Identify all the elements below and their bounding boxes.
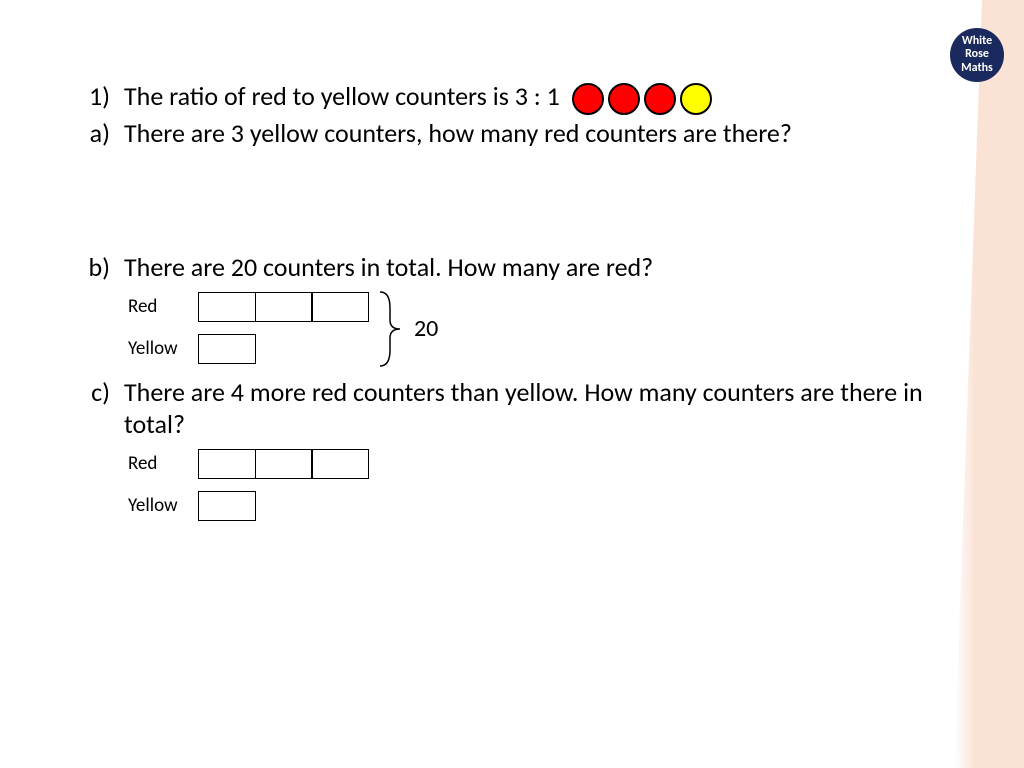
q1-text-span: The ratio of red to yellow counters is 3… [124, 80, 560, 112]
side-decoration [954, 0, 1024, 768]
bar-label-yellow: Yellow [128, 337, 198, 360]
bar-diagram-c: Red Yellow [128, 449, 950, 521]
question-a: a) There are 3 yellow counters, how many… [80, 117, 950, 150]
counter-row [572, 83, 716, 115]
bar-box [198, 491, 256, 521]
bar-boxes-yellow [198, 491, 256, 521]
question-c: c) There are 4 more red counters than ye… [80, 376, 950, 441]
counter-circle [572, 83, 604, 115]
bar-label-red: Red [128, 295, 198, 318]
counter-circle [680, 83, 712, 115]
bar-row-yellow: Yellow [128, 334, 950, 364]
marker-1: 1) [80, 80, 124, 112]
question-b-text: There are 20 counters in total. How many… [124, 251, 950, 284]
bar-box [198, 449, 256, 479]
question-b: b) There are 20 counters in total. How m… [80, 251, 950, 284]
bar-box [255, 292, 313, 322]
question-1: 1) The ratio of red to yellow counters i… [80, 80, 950, 115]
logo-line: Rose [965, 48, 989, 61]
content-area: 1) The ratio of red to yellow counters i… [80, 80, 950, 533]
bar-label-red: Red [128, 452, 198, 475]
brace-icon [376, 290, 406, 368]
bar-box [311, 292, 369, 322]
marker-b: b) [80, 251, 124, 283]
bar-boxes-yellow [198, 334, 256, 364]
bar-row-red: Red [128, 292, 950, 322]
bar-boxes-red [198, 449, 369, 479]
counter-circle [608, 83, 640, 115]
brace-group: 20 [376, 290, 438, 368]
marker-a: a) [80, 117, 124, 149]
question-c-text: There are 4 more red counters than yello… [124, 376, 950, 441]
bar-box [198, 334, 256, 364]
bar-diagram-b: Red Yellow 20 [128, 292, 950, 364]
brace-value: 20 [414, 314, 438, 343]
bar-label-yellow: Yellow [128, 494, 198, 517]
marker-c: c) [80, 376, 124, 408]
bar-row-yellow: Yellow [128, 491, 950, 521]
bar-boxes-red [198, 292, 369, 322]
counter-circle [644, 83, 676, 115]
logo-line: Maths [961, 62, 993, 75]
bar-box [311, 449, 369, 479]
bar-box [198, 292, 256, 322]
bar-box [255, 449, 313, 479]
bar-row-red: Red [128, 449, 950, 479]
spacer [80, 151, 950, 251]
logo-badge: White Rose Maths [950, 28, 1004, 82]
question-a-text: There are 3 yellow counters, how many re… [124, 117, 950, 150]
question-1-text: The ratio of red to yellow counters is 3… [124, 80, 950, 115]
